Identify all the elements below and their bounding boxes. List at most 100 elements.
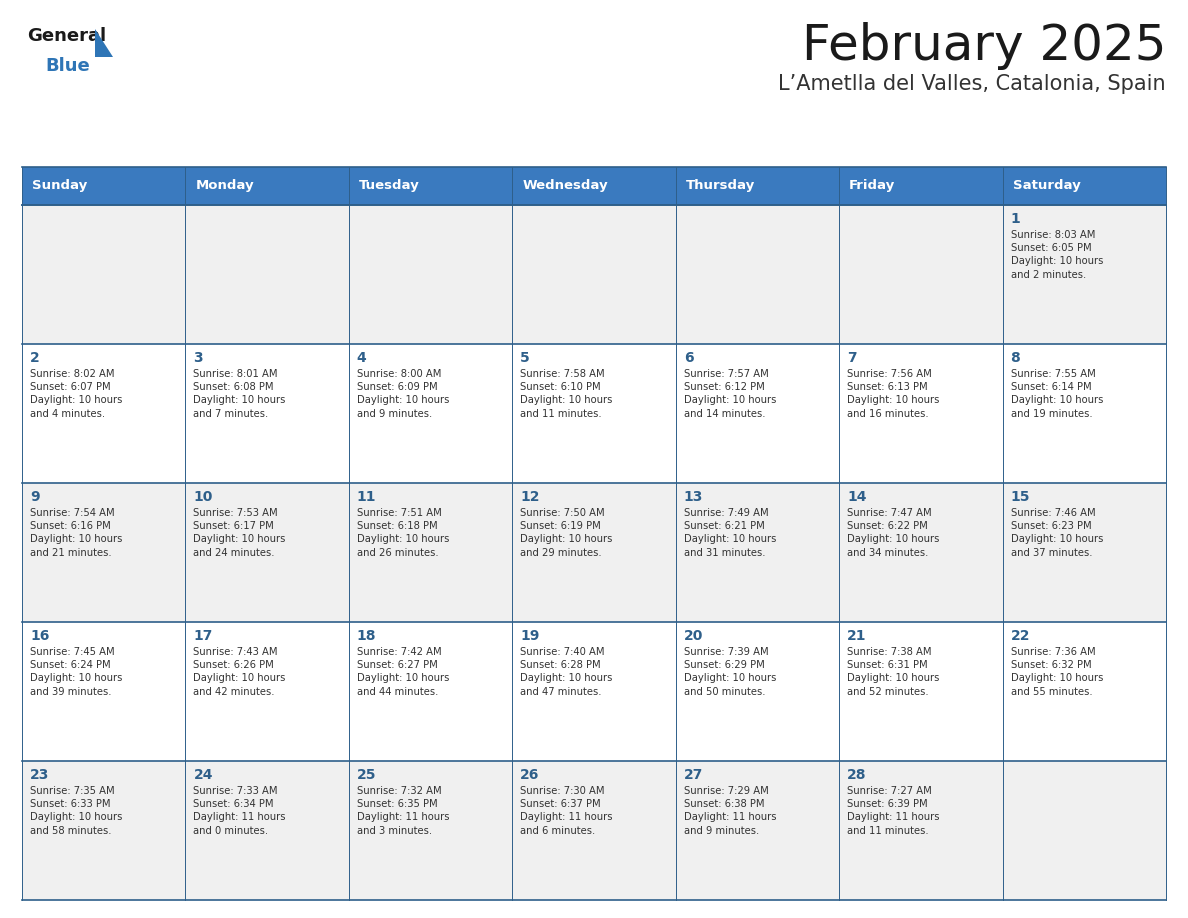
Text: 19: 19 [520,629,539,643]
Text: Sunrise: 7:55 AM
Sunset: 6:14 PM
Daylight: 10 hours
and 19 minutes.: Sunrise: 7:55 AM Sunset: 6:14 PM Dayligh… [1011,369,1102,419]
Text: 27: 27 [684,768,703,782]
Text: 15: 15 [1011,490,1030,504]
Text: Sunrise: 7:56 AM
Sunset: 6:13 PM
Daylight: 10 hours
and 16 minutes.: Sunrise: 7:56 AM Sunset: 6:13 PM Dayligh… [847,369,940,419]
Text: 21: 21 [847,629,866,643]
Bar [1003,344,1165,483]
Text: Sunrise: 7:39 AM
Sunset: 6:29 PM
Daylight: 10 hours
and 50 minutes.: Sunrise: 7:39 AM Sunset: 6:29 PM Dayligh… [684,647,776,697]
Text: Sunrise: 7:57 AM
Sunset: 6:12 PM
Daylight: 10 hours
and 14 minutes.: Sunrise: 7:57 AM Sunset: 6:12 PM Dayligh… [684,369,776,419]
Text: 9: 9 [30,490,39,504]
Bar [676,205,839,344]
Bar [1003,761,1165,900]
Bar [676,622,839,761]
Text: Blue: Blue [45,57,90,75]
Bar [185,344,349,483]
Text: Sunrise: 7:45 AM
Sunset: 6:24 PM
Daylight: 10 hours
and 39 minutes.: Sunrise: 7:45 AM Sunset: 6:24 PM Dayligh… [30,647,122,697]
Bar [23,205,185,344]
Text: Sunrise: 7:54 AM
Sunset: 6:16 PM
Daylight: 10 hours
and 21 minutes.: Sunrise: 7:54 AM Sunset: 6:16 PM Dayligh… [30,508,122,557]
Text: 2: 2 [30,351,39,365]
Text: 17: 17 [194,629,213,643]
Text: Friday: Friday [849,180,896,193]
Text: 14: 14 [847,490,866,504]
Bar [23,483,185,622]
Text: Sunrise: 8:00 AM
Sunset: 6:09 PM
Daylight: 10 hours
and 9 minutes.: Sunrise: 8:00 AM Sunset: 6:09 PM Dayligh… [356,369,449,419]
Text: Sunrise: 7:42 AM
Sunset: 6:27 PM
Daylight: 10 hours
and 44 minutes.: Sunrise: 7:42 AM Sunset: 6:27 PM Dayligh… [356,647,449,697]
Text: Sunrise: 7:46 AM
Sunset: 6:23 PM
Daylight: 10 hours
and 37 minutes.: Sunrise: 7:46 AM Sunset: 6:23 PM Dayligh… [1011,508,1102,557]
Text: Sunrise: 7:29 AM
Sunset: 6:38 PM
Daylight: 11 hours
and 9 minutes.: Sunrise: 7:29 AM Sunset: 6:38 PM Dayligh… [684,786,776,835]
Text: Sunrise: 7:43 AM
Sunset: 6:26 PM
Daylight: 10 hours
and 42 minutes.: Sunrise: 7:43 AM Sunset: 6:26 PM Dayligh… [194,647,286,697]
Bar [839,622,1003,761]
Text: 24: 24 [194,768,213,782]
Text: Sunrise: 7:35 AM
Sunset: 6:33 PM
Daylight: 10 hours
and 58 minutes.: Sunrise: 7:35 AM Sunset: 6:33 PM Dayligh… [30,786,122,835]
Bar [839,483,1003,622]
Bar [185,622,349,761]
Bar [512,344,676,483]
Bar [676,344,839,483]
Bar [349,167,512,205]
Text: 18: 18 [356,629,377,643]
Bar [512,622,676,761]
Text: L’Ametlla del Valles, Catalonia, Spain: L’Ametlla del Valles, Catalonia, Spain [778,74,1165,94]
Text: Sunrise: 8:01 AM
Sunset: 6:08 PM
Daylight: 10 hours
and 7 minutes.: Sunrise: 8:01 AM Sunset: 6:08 PM Dayligh… [194,369,286,419]
Text: Monday: Monday [196,180,254,193]
Bar [349,205,512,344]
Text: 1: 1 [1011,212,1020,226]
Text: General: General [27,27,106,45]
Bar [512,167,676,205]
Text: 3: 3 [194,351,203,365]
Text: Tuesday: Tuesday [359,180,419,193]
Text: 7: 7 [847,351,857,365]
Text: 23: 23 [30,768,50,782]
Bar [23,622,185,761]
Polygon shape [95,29,113,57]
Text: Sunday: Sunday [32,180,87,193]
Bar [839,761,1003,900]
Text: Wednesday: Wednesday [523,180,608,193]
Text: 25: 25 [356,768,377,782]
Text: Saturday: Saturday [1012,180,1080,193]
Text: Sunrise: 7:51 AM
Sunset: 6:18 PM
Daylight: 10 hours
and 26 minutes.: Sunrise: 7:51 AM Sunset: 6:18 PM Dayligh… [356,508,449,557]
Bar [23,761,185,900]
Text: Sunrise: 7:40 AM
Sunset: 6:28 PM
Daylight: 10 hours
and 47 minutes.: Sunrise: 7:40 AM Sunset: 6:28 PM Dayligh… [520,647,613,697]
Bar [839,205,1003,344]
Text: 28: 28 [847,768,866,782]
Bar [839,167,1003,205]
Text: 8: 8 [1011,351,1020,365]
Text: Sunrise: 7:36 AM
Sunset: 6:32 PM
Daylight: 10 hours
and 55 minutes.: Sunrise: 7:36 AM Sunset: 6:32 PM Dayligh… [1011,647,1102,697]
Bar [676,167,839,205]
Text: 20: 20 [684,629,703,643]
Text: 13: 13 [684,490,703,504]
Text: Sunrise: 8:03 AM
Sunset: 6:05 PM
Daylight: 10 hours
and 2 minutes.: Sunrise: 8:03 AM Sunset: 6:05 PM Dayligh… [1011,230,1102,280]
Text: 16: 16 [30,629,50,643]
Bar [185,761,349,900]
Bar [676,483,839,622]
Bar [349,622,512,761]
Text: 11: 11 [356,490,377,504]
Text: Sunrise: 7:30 AM
Sunset: 6:37 PM
Daylight: 11 hours
and 6 minutes.: Sunrise: 7:30 AM Sunset: 6:37 PM Dayligh… [520,786,613,835]
Bar [512,761,676,900]
Bar [349,761,512,900]
Bar [349,483,512,622]
Bar [23,344,185,483]
Bar [676,761,839,900]
Bar [23,167,185,205]
Text: 22: 22 [1011,629,1030,643]
Text: Sunrise: 7:38 AM
Sunset: 6:31 PM
Daylight: 10 hours
and 52 minutes.: Sunrise: 7:38 AM Sunset: 6:31 PM Dayligh… [847,647,940,697]
Text: 4: 4 [356,351,367,365]
Bar [839,344,1003,483]
Bar [349,344,512,483]
Text: 6: 6 [684,351,694,365]
Bar [1003,483,1165,622]
Text: Sunrise: 7:49 AM
Sunset: 6:21 PM
Daylight: 10 hours
and 31 minutes.: Sunrise: 7:49 AM Sunset: 6:21 PM Dayligh… [684,508,776,557]
Text: 10: 10 [194,490,213,504]
Text: Sunrise: 7:33 AM
Sunset: 6:34 PM
Daylight: 11 hours
and 0 minutes.: Sunrise: 7:33 AM Sunset: 6:34 PM Dayligh… [194,786,286,835]
Bar [185,167,349,205]
Text: 5: 5 [520,351,530,365]
Text: Sunrise: 7:50 AM
Sunset: 6:19 PM
Daylight: 10 hours
and 29 minutes.: Sunrise: 7:50 AM Sunset: 6:19 PM Dayligh… [520,508,613,557]
Bar [1003,167,1165,205]
Bar [1003,205,1165,344]
Text: Sunrise: 7:47 AM
Sunset: 6:22 PM
Daylight: 10 hours
and 34 minutes.: Sunrise: 7:47 AM Sunset: 6:22 PM Dayligh… [847,508,940,557]
Text: Sunrise: 8:02 AM
Sunset: 6:07 PM
Daylight: 10 hours
and 4 minutes.: Sunrise: 8:02 AM Sunset: 6:07 PM Dayligh… [30,369,122,419]
Text: 26: 26 [520,768,539,782]
Text: Sunrise: 7:32 AM
Sunset: 6:35 PM
Daylight: 11 hours
and 3 minutes.: Sunrise: 7:32 AM Sunset: 6:35 PM Dayligh… [356,786,449,835]
Bar [185,483,349,622]
